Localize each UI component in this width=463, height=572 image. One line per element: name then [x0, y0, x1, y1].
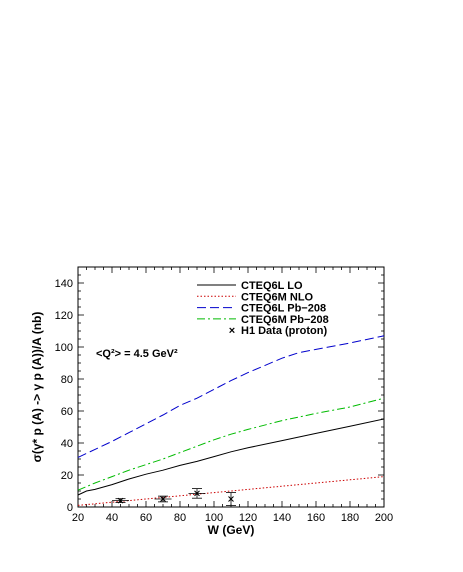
- data-point: [188, 488, 206, 499]
- data-point: [112, 497, 129, 504]
- y-tick-label: 80: [61, 374, 73, 386]
- x-tick-label: 180: [341, 512, 359, 524]
- x-tick-label: 40: [106, 512, 118, 524]
- legend-marker-data: ×: [229, 325, 235, 337]
- data-point: [226, 492, 236, 506]
- legend-label-2: CTEQ6L Pb−208: [241, 303, 326, 315]
- x-tick-label: 200: [375, 512, 393, 524]
- y-tick-label: 120: [55, 310, 73, 322]
- y-tick-label: 100: [55, 342, 73, 354]
- x-tick-label: 160: [307, 512, 325, 524]
- y-tick-label: 40: [61, 438, 73, 450]
- legend-label-0: CTEQ6L LO: [241, 280, 303, 292]
- y-tick-labels: 0 20 40 60 80 100 120 140: [55, 278, 73, 514]
- data-point: [154, 495, 172, 503]
- y-axis-title: σ(γ* p (A) -> γ p (A))/A (nb): [30, 312, 44, 463]
- x-tick-labels: 20 40 60 80 100 120 140 160 180 200: [72, 512, 393, 524]
- y-tick-label: 0: [67, 502, 73, 514]
- series-line-3: [77, 397, 385, 491]
- x-axis-title: W (GeV): [208, 523, 255, 537]
- legend-label-1: CTEQ6M NLO: [241, 291, 314, 303]
- annotation-q2: <Q²> = 4.5 GeV²: [96, 348, 178, 360]
- data-points: [112, 488, 236, 506]
- plot-frame: [77, 266, 385, 508]
- x-tick-label: 100: [205, 512, 223, 524]
- x-tick-label: 60: [140, 512, 152, 524]
- x-tick-label: 80: [174, 512, 186, 524]
- legend-label-data: H1 Data (proton): [241, 325, 328, 337]
- series-line-0: [77, 418, 385, 496]
- series-line-2: [77, 335, 385, 458]
- series-lines: [77, 335, 385, 506]
- y-tick-label: 20: [61, 470, 73, 482]
- y-tick-label: 60: [61, 406, 73, 418]
- x-tick-label: 20: [72, 512, 84, 524]
- x-tick-label: 120: [239, 512, 257, 524]
- axis-ticks: [77, 266, 385, 508]
- y-tick-label: 140: [55, 278, 73, 290]
- x-tick-label: 140: [273, 512, 291, 524]
- legend-label-3: CTEQ6M Pb−208: [241, 314, 329, 326]
